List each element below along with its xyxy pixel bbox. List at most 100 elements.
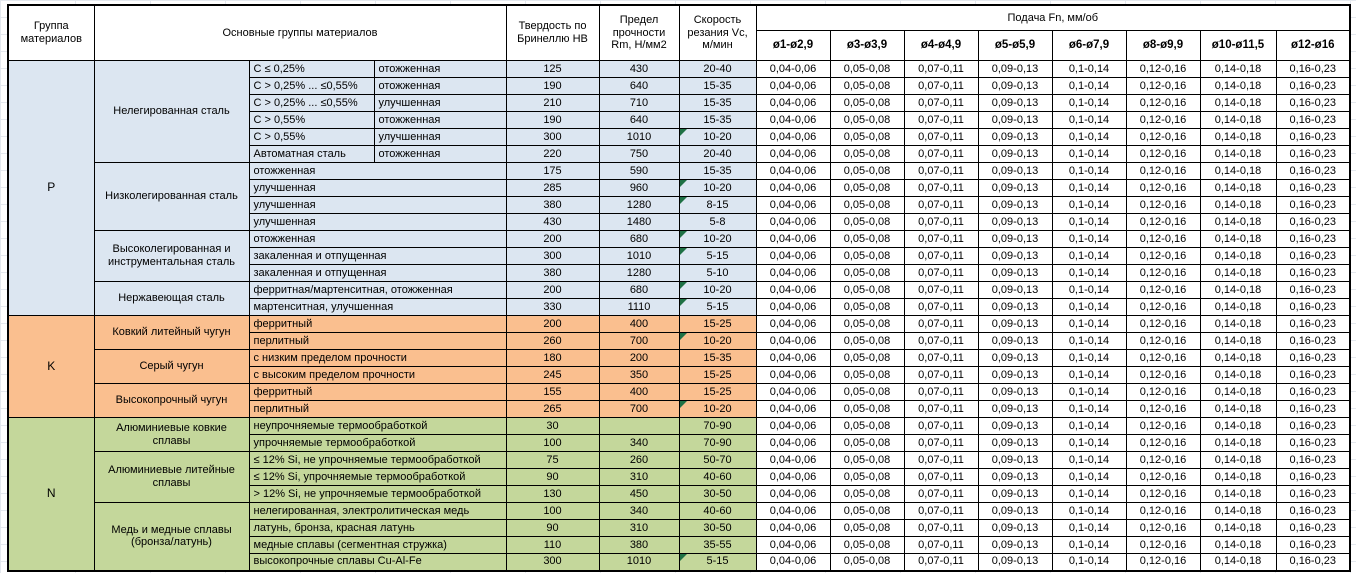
strength-cell[interactable]: 1010	[598, 553, 680, 571]
feed-value-cell[interactable]: 0,09-0,13	[977, 213, 1053, 231]
feed-value-cell[interactable]: 0,12-0,16	[1125, 434, 1201, 452]
hardness-cell[interactable]: 90	[505, 519, 600, 537]
feed-value-cell[interactable]: 0,1-0,14	[1051, 264, 1127, 282]
hardness-cell[interactable]: 210	[505, 94, 600, 112]
hardness-cell[interactable]: 265	[505, 400, 600, 418]
material-desc-cell[interactable]: с низким пределом прочности	[248, 349, 507, 367]
feed-value-cell[interactable]: 0,05-0,08	[829, 451, 905, 469]
strength-cell[interactable]: 640	[598, 77, 680, 95]
feed-value-cell[interactable]: 0,14-0,18	[1199, 60, 1277, 78]
hardness-cell[interactable]: 200	[505, 230, 600, 248]
feed-value-cell[interactable]: 0,04-0,06	[755, 145, 831, 163]
feed-value-cell[interactable]: 0,14-0,18	[1199, 196, 1277, 214]
feed-value-cell[interactable]: 0,04-0,06	[755, 485, 831, 503]
cutting-speed-cell[interactable]: 10-20	[678, 332, 757, 350]
feed-value-cell[interactable]: 0,09-0,13	[977, 298, 1053, 316]
material-state-cell[interactable]: улучшенная	[373, 94, 507, 112]
feed-value-cell[interactable]: 0,07-0,11	[903, 281, 979, 299]
strength-cell[interactable]: 640	[598, 111, 680, 129]
hardness-cell[interactable]: 380	[505, 196, 600, 214]
feed-value-cell[interactable]: 0,14-0,18	[1199, 281, 1277, 299]
feed-value-cell[interactable]: 0,1-0,14	[1051, 213, 1127, 231]
feed-value-cell[interactable]: 0,14-0,18	[1199, 468, 1277, 486]
material-desc-cell[interactable]: улучшенная	[248, 213, 507, 231]
material-desc-cell[interactable]: высокопрочные сплавы Cu-Al-Fe	[248, 553, 507, 571]
strength-cell[interactable]: 310	[598, 519, 680, 537]
strength-cell[interactable]: 400	[598, 315, 680, 333]
feed-value-cell[interactable]: 0,16-0,23	[1275, 417, 1351, 435]
material-desc-cell[interactable]: нелегированная, электролитическая медь	[248, 502, 507, 520]
feed-value-cell[interactable]: 0,1-0,14	[1051, 400, 1127, 418]
feed-value-cell[interactable]: 0,12-0,16	[1125, 196, 1201, 214]
feed-value-cell[interactable]: 0,16-0,23	[1275, 468, 1351, 486]
cutting-speed-cell[interactable]: 15-35	[678, 349, 757, 367]
feed-value-cell[interactable]: 0,16-0,23	[1275, 230, 1351, 248]
cutting-speed-cell[interactable]: 15-35	[678, 162, 757, 180]
feed-value-cell[interactable]: 0,07-0,11	[903, 366, 979, 384]
feed-value-cell[interactable]: 0,07-0,11	[903, 400, 979, 418]
feed-value-cell[interactable]: 0,1-0,14	[1051, 247, 1127, 265]
feed-value-cell[interactable]: 0,12-0,16	[1125, 502, 1201, 520]
feed-value-cell[interactable]: 0,09-0,13	[977, 94, 1053, 112]
feed-value-cell[interactable]: 0,12-0,16	[1125, 94, 1201, 112]
feed-value-cell[interactable]: 0,04-0,06	[755, 315, 831, 333]
material-desc-cell[interactable]: улучшенная	[248, 196, 507, 214]
feed-value-cell[interactable]: 0,14-0,18	[1199, 315, 1277, 333]
feed-value-cell[interactable]: 0,07-0,11	[903, 553, 979, 571]
feed-value-cell[interactable]: 0,07-0,11	[903, 179, 979, 197]
feed-value-cell[interactable]: 0,12-0,16	[1125, 315, 1201, 333]
feed-value-cell[interactable]: 0,12-0,16	[1125, 264, 1201, 282]
feed-value-cell[interactable]: 0,05-0,08	[829, 332, 905, 350]
feed-value-cell[interactable]: 0,16-0,23	[1275, 349, 1351, 367]
header-material-groups[interactable]: Основные группы материалов	[93, 4, 507, 61]
material-desc-cell[interactable]: ферритный	[248, 315, 507, 333]
cutting-speed-cell[interactable]: 10-20	[678, 281, 757, 299]
feed-value-cell[interactable]: 0,16-0,23	[1275, 94, 1351, 112]
feed-value-cell[interactable]: 0,12-0,16	[1125, 417, 1201, 435]
feed-value-cell[interactable]: 0,14-0,18	[1199, 366, 1277, 384]
feed-value-cell[interactable]: 0,09-0,13	[977, 145, 1053, 163]
feed-value-cell[interactable]: 0,09-0,13	[977, 230, 1053, 248]
cutting-speed-cell[interactable]: 5-15	[678, 553, 757, 571]
feed-value-cell[interactable]: 0,05-0,08	[829, 162, 905, 180]
feed-value-cell[interactable]: 0,05-0,08	[829, 553, 905, 571]
feed-value-cell[interactable]: 0,05-0,08	[829, 264, 905, 282]
feed-value-cell[interactable]: 0,1-0,14	[1051, 417, 1127, 435]
feed-value-cell[interactable]: 0,16-0,23	[1275, 196, 1351, 214]
feed-value-cell[interactable]: 0,07-0,11	[903, 264, 979, 282]
subgroup-name[interactable]: Нелегированная сталь	[93, 60, 250, 163]
group-letter-K[interactable]: K	[7, 315, 95, 418]
feed-value-cell[interactable]: 0,05-0,08	[829, 485, 905, 503]
feed-value-cell[interactable]: 0,07-0,11	[903, 451, 979, 469]
feed-value-cell[interactable]: 0,14-0,18	[1199, 417, 1277, 435]
feed-value-cell[interactable]: 0,1-0,14	[1051, 519, 1127, 537]
feed-value-cell[interactable]: 0,09-0,13	[977, 264, 1053, 282]
feed-value-cell[interactable]: 0,16-0,23	[1275, 451, 1351, 469]
feed-value-cell[interactable]: 0,05-0,08	[829, 315, 905, 333]
feed-value-cell[interactable]: 0,04-0,06	[755, 553, 831, 571]
hardness-cell[interactable]: 155	[505, 383, 600, 401]
material-desc-cell[interactable]: ферритная/мартенситная, отожженная	[248, 281, 507, 299]
feed-value-cell[interactable]: 0,04-0,06	[755, 230, 831, 248]
feed-value-cell[interactable]: 0,12-0,16	[1125, 536, 1201, 554]
feed-value-cell[interactable]: 0,07-0,11	[903, 111, 979, 129]
feed-value-cell[interactable]: 0,1-0,14	[1051, 196, 1127, 214]
cutting-speed-cell[interactable]: 15-25	[678, 383, 757, 401]
feed-value-cell[interactable]: 0,16-0,23	[1275, 179, 1351, 197]
feed-value-cell[interactable]: 0,05-0,08	[829, 179, 905, 197]
material-spec-cell[interactable]: C > 0,55%	[248, 128, 375, 146]
feed-value-cell[interactable]: 0,1-0,14	[1051, 451, 1127, 469]
feed-value-cell[interactable]: 0,14-0,18	[1199, 451, 1277, 469]
feed-value-cell[interactable]: 0,1-0,14	[1051, 383, 1127, 401]
feed-value-cell[interactable]: 0,14-0,18	[1199, 485, 1277, 503]
feed-value-cell[interactable]: 0,04-0,06	[755, 417, 831, 435]
strength-cell[interactable]: 400	[598, 383, 680, 401]
feed-value-cell[interactable]: 0,1-0,14	[1051, 111, 1127, 129]
header-strength[interactable]: Предел прочности Rm, Н/мм2	[598, 4, 680, 61]
feed-value-cell[interactable]: 0,12-0,16	[1125, 60, 1201, 78]
subgroup-name[interactable]: Высокопрочный чугун	[93, 383, 250, 418]
feed-value-cell[interactable]: 0,07-0,11	[903, 230, 979, 248]
feed-value-cell[interactable]: 0,12-0,16	[1125, 162, 1201, 180]
feed-value-cell[interactable]: 0,14-0,18	[1199, 145, 1277, 163]
feed-value-cell[interactable]: 0,04-0,06	[755, 111, 831, 129]
